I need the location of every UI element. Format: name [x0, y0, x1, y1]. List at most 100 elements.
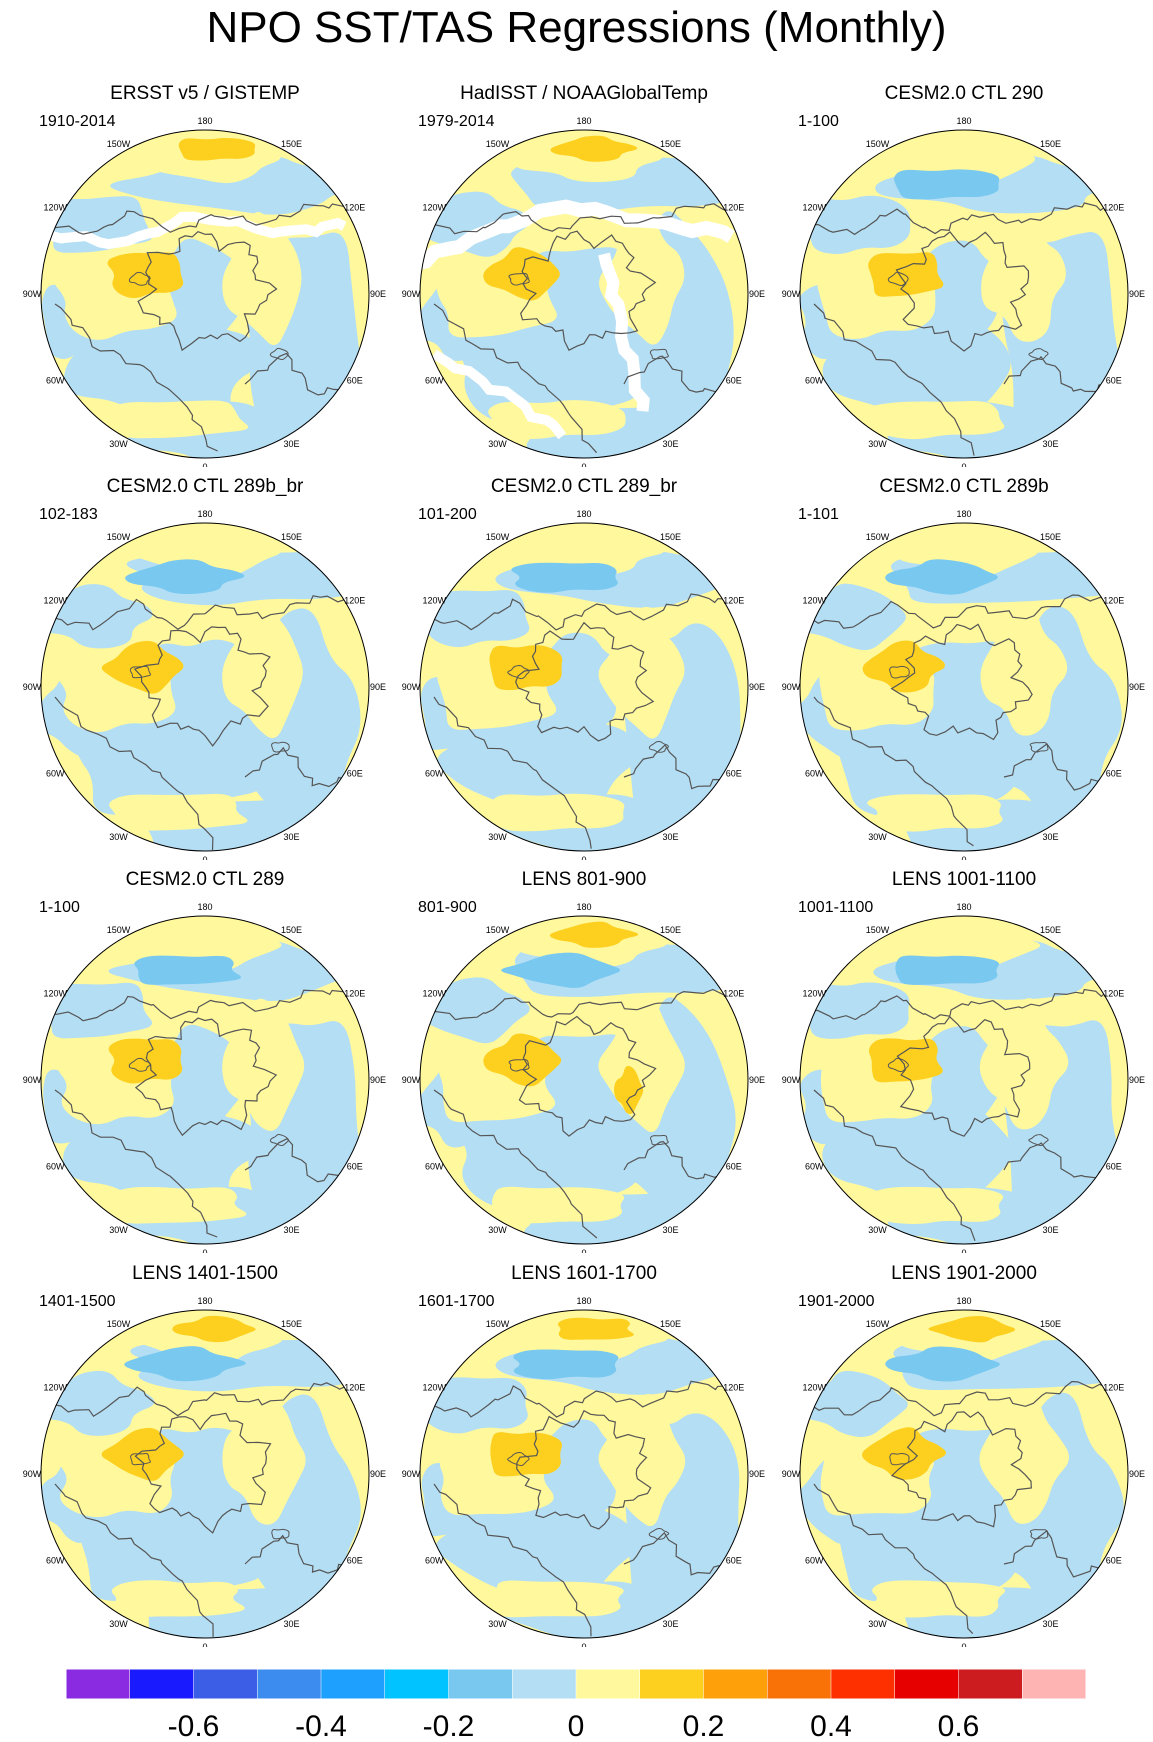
polar-map: 180 150E 120E 90E 60E 30E 0 30W 60W 90W 120W 150W: [782, 509, 1145, 860]
longitude-label: 90W: [782, 1469, 801, 1479]
longitude-label: 180: [576, 116, 591, 126]
panel-period: 801-900: [416, 898, 479, 918]
longitude-label: 0: [961, 1248, 966, 1253]
polar-map: 180 150E 120E 90E 60E 30E 0 30W 60W 90W 120W 150W: [23, 509, 386, 860]
polar-map: 180 150E 120E 90E 60E 30E 0 30W 60W 90W 120W 150W: [782, 902, 1145, 1253]
strong-negative-region: [501, 952, 621, 988]
strong-positive-region: [178, 138, 256, 161]
arctic-coastline: [518, 1015, 657, 1137]
longitude-label: 30E: [283, 832, 299, 842]
colorbar-swatch: [448, 1668, 513, 1700]
lake-outline: [128, 271, 151, 286]
colorbar-swatch: [257, 1668, 322, 1700]
longitude-label: 150W: [866, 139, 890, 149]
strong-negative-region: [511, 562, 618, 593]
longitude-label: 0: [581, 855, 586, 860]
colorbar-swatch: [703, 1668, 768, 1700]
anomaly-field: [800, 130, 1128, 458]
map-panel: 180 150E 120E 90E 60E 30E 0 30W 60W 90W 120W 150W CE…: [20, 475, 390, 860]
strong-negative-region: [885, 1346, 1000, 1382]
longitude-label: 120E: [344, 989, 365, 999]
positive-anomaly-region: [980, 605, 1068, 736]
atlantic-coastline: [54, 1089, 218, 1238]
anomaly-field: [420, 916, 748, 1244]
colorbar-label: -0.2: [423, 1710, 475, 1742]
panel-title: LENS 801-900: [521, 869, 647, 890]
longitude-label: 90W: [23, 289, 42, 299]
lake-outline: [508, 272, 530, 286]
map-boundary: [419, 1309, 749, 1639]
longitude-label: 150E: [281, 925, 302, 935]
longitude-label: 60E: [1106, 376, 1122, 386]
atlantic-coastline: [813, 1089, 976, 1242]
anomaly-field: [420, 523, 748, 851]
panel-title: LENS 1001-1100: [891, 869, 1037, 890]
longitude-label: 120W: [422, 989, 446, 999]
lake-outline: [1028, 348, 1049, 360]
missing-data-region: [43, 211, 347, 250]
positive-anomaly-region: [111, 1580, 245, 1618]
colorbar-label: 0.6: [938, 1710, 980, 1742]
map-boundary: [419, 915, 749, 1245]
anomaly-field: [800, 523, 1128, 851]
longitude-label: 60E: [347, 1556, 363, 1566]
strong-positive-region: [549, 921, 639, 948]
missing-data-region: [431, 349, 567, 440]
atlantic-coastline: [433, 303, 598, 454]
longitude-label: 120W: [43, 596, 67, 606]
longitude-label: 150E: [281, 532, 302, 542]
strong-positive-region: [101, 640, 184, 694]
longitude-label: 30W: [868, 832, 887, 842]
europe-coastline: [244, 1137, 355, 1183]
map-panel: 180 150E 120E 90E 60E 30E 0 30W 60W 90W 120W 150W LE…: [399, 1262, 769, 1647]
atlantic-coastline: [54, 1483, 214, 1637]
pacific-coastline: [800, 202, 1118, 236]
negative-anomaly-region: [43, 982, 153, 1039]
longitude-label: 180: [956, 902, 971, 912]
europe-coastline: [623, 1140, 737, 1180]
positive-anomaly-region: [109, 793, 248, 831]
lake-outline: [1029, 1529, 1049, 1540]
longitude-label: 0: [202, 1248, 207, 1253]
pacific-coastline: [800, 594, 1112, 629]
longitude-label: 180: [956, 509, 971, 519]
panel-title: CESM2.0 CTL 289: [125, 869, 285, 890]
longitude-label: 0: [202, 855, 207, 860]
negative-anomaly-region: [450, 1095, 640, 1211]
longitude-label: 120E: [723, 989, 744, 999]
longitude-label: 60E: [1106, 1162, 1122, 1172]
pacific-coastline: [800, 1380, 1112, 1417]
lake-outline: [889, 665, 910, 679]
longitude-label: 120E: [723, 596, 744, 606]
longitude-label: 60E: [726, 769, 742, 779]
longitude-label: 60W: [425, 1162, 444, 1172]
longitude-label: 120E: [723, 203, 744, 213]
positive-anomaly-region: [869, 1186, 1004, 1225]
arctic-coastline: [520, 230, 657, 352]
longitude-label: 150E: [1040, 1319, 1061, 1329]
longitude-label: 120W: [802, 596, 826, 606]
lake-outline: [130, 1453, 151, 1466]
longitude-label: 0: [961, 462, 966, 467]
longitude-label: 90E: [749, 1469, 765, 1479]
panel-title: CESM2.0 CTL 289b: [879, 476, 1049, 497]
map-boundary: [799, 1309, 1129, 1639]
positive-anomaly-region: [222, 605, 303, 739]
colorbar-swatch: [384, 1668, 450, 1700]
pacific-coastline: [420, 1380, 735, 1418]
map-boundary: [40, 915, 370, 1245]
longitude-label: 60W: [46, 1556, 65, 1566]
panel-period: 101-200: [416, 505, 479, 525]
longitude-label: 120E: [1103, 1383, 1124, 1393]
longitude-label: 90W: [782, 682, 801, 692]
longitude-label: 90W: [23, 682, 42, 692]
europe-coastline: [244, 352, 356, 396]
longitude-label: 30W: [488, 1225, 507, 1235]
polar-map: 180 150E 120E 90E 60E 30E 0 30W 60W 90W 120W 150W: [23, 1296, 386, 1647]
europe-coastline: [1003, 1530, 1112, 1578]
polar-map: 180 150E 120E 90E 60E 30E 0 30W 60W 90W 120W 150W: [402, 509, 765, 860]
anomaly-field: [420, 130, 748, 458]
longitude-label: 30W: [109, 832, 128, 842]
colorbar-label: -0.4: [295, 1710, 347, 1742]
panel-title: HadISST / NOAAGlobalTemp: [460, 83, 708, 104]
